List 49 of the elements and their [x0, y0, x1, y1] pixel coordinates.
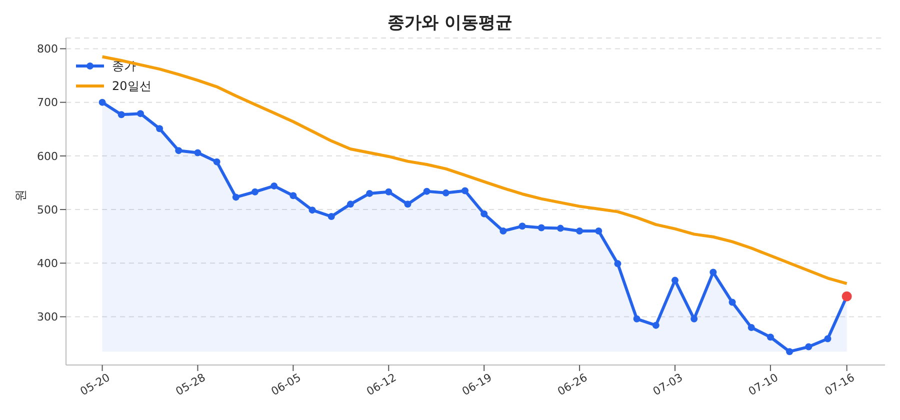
- point: [538, 224, 545, 232]
- point: [748, 324, 755, 331]
- point: [500, 227, 507, 234]
- point: [595, 227, 602, 234]
- point: [480, 210, 488, 218]
- point: [423, 188, 430, 195]
- point: [690, 315, 698, 322]
- point: [270, 182, 278, 190]
- point: [710, 268, 717, 276]
- point: [252, 188, 258, 196]
- point: [633, 315, 640, 322]
- point: [805, 343, 812, 350]
- y-tick-label: 700: [37, 96, 58, 110]
- point: [136, 110, 144, 118]
- y-tick-label: 800: [37, 42, 58, 56]
- point: [290, 192, 297, 200]
- point: [728, 298, 736, 306]
- point: [766, 334, 774, 341]
- point: [652, 322, 660, 329]
- point: [213, 158, 220, 166]
- legend-label: 20일선: [112, 79, 152, 93]
- y-tick-label: 300: [37, 310, 58, 324]
- point: [308, 206, 316, 214]
- point: [385, 188, 392, 196]
- y-tick-label: 600: [37, 150, 58, 163]
- point: [346, 200, 354, 208]
- point: [576, 227, 584, 234]
- y-tick-label: 500: [37, 203, 58, 216]
- point: [328, 213, 335, 220]
- point: [556, 224, 564, 232]
- point: [118, 111, 125, 118]
- point: [175, 147, 182, 154]
- point: [442, 189, 450, 196]
- point: [156, 125, 164, 132]
- point: [786, 348, 794, 356]
- point: [614, 260, 622, 268]
- point: [518, 222, 526, 230]
- point: [98, 98, 106, 106]
- point: [672, 276, 678, 284]
- point: [232, 194, 240, 201]
- y-tick-label: 400: [37, 257, 58, 270]
- point: [366, 190, 374, 197]
- point: [824, 335, 832, 342]
- y-axis-title: 원: [13, 190, 28, 202]
- point: [404, 200, 412, 208]
- point: [462, 187, 468, 194]
- point: [194, 149, 202, 156]
- chart-title: 종가와 이동평균: [388, 13, 512, 33]
- line-series: [100, 55, 848, 286]
